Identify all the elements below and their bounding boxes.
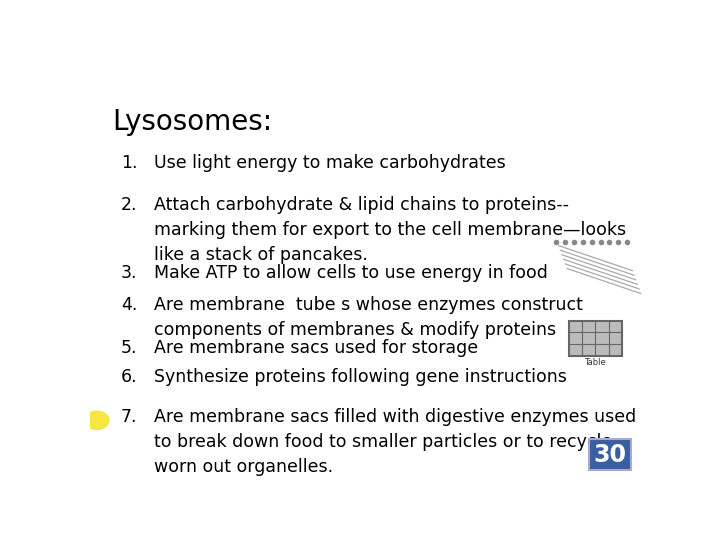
Text: Make ATP to allow cells to use energy in food: Make ATP to allow cells to use energy in… bbox=[154, 265, 548, 282]
Text: Use light energy to make carbohydrates: Use light energy to make carbohydrates bbox=[154, 154, 506, 172]
Text: 30: 30 bbox=[594, 443, 627, 467]
Text: 2.: 2. bbox=[121, 196, 138, 214]
Text: Table: Table bbox=[585, 358, 606, 367]
Text: Are membrane  tube s whose enzymes construct
components of membranes & modify pr: Are membrane tube s whose enzymes constr… bbox=[154, 295, 583, 339]
FancyBboxPatch shape bbox=[590, 439, 631, 470]
Text: Lysosomes:: Lysosomes: bbox=[112, 109, 272, 137]
Text: 4.: 4. bbox=[121, 295, 137, 314]
Circle shape bbox=[84, 411, 109, 429]
Text: Are membrane sacs used for storage: Are membrane sacs used for storage bbox=[154, 339, 478, 357]
FancyBboxPatch shape bbox=[569, 321, 622, 356]
Text: 1.: 1. bbox=[121, 154, 138, 172]
Text: Attach carbohydrate & lipid chains to proteins--
marking them for export to the : Attach carbohydrate & lipid chains to pr… bbox=[154, 196, 626, 264]
Text: Are membrane sacs filled with digestive enzymes used
to break down food to small: Are membrane sacs filled with digestive … bbox=[154, 408, 636, 476]
Text: 5.: 5. bbox=[121, 339, 138, 357]
Text: Synthesize proteins following gene instructions: Synthesize proteins following gene instr… bbox=[154, 368, 567, 386]
Text: 6.: 6. bbox=[121, 368, 138, 386]
Text: 7.: 7. bbox=[121, 408, 138, 426]
Text: 3.: 3. bbox=[121, 265, 138, 282]
